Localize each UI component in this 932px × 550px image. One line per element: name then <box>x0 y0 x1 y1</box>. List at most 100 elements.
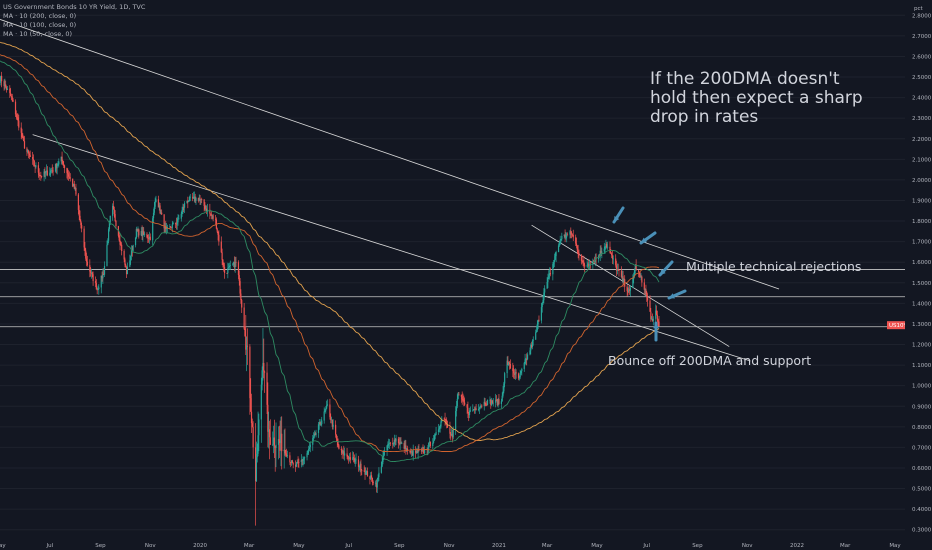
candle-body <box>243 307 245 329</box>
candle-body <box>237 262 240 276</box>
candle-body <box>382 456 384 462</box>
candle-body <box>463 399 465 403</box>
candle-body <box>452 429 454 438</box>
candle-body <box>268 429 270 432</box>
candle-body <box>433 440 435 443</box>
candle-body <box>618 270 620 271</box>
time-axis[interactable]: May Jul Sep Nov 2020 Mar May Jul Sep Nov 2021 Mar Ma… <box>0 543 901 549</box>
candle-body <box>132 245 134 251</box>
symbol-badge <box>887 321 905 330</box>
candle-body <box>92 274 94 282</box>
candle-body <box>525 358 527 360</box>
candle-body <box>113 209 115 215</box>
candle-body <box>223 266 226 273</box>
candle-body <box>163 214 165 229</box>
time-tick-label: 2022 <box>790 543 804 549</box>
candle-body <box>342 451 344 453</box>
candle-body <box>10 93 12 96</box>
candle-body <box>655 310 658 315</box>
candle-body <box>473 409 476 410</box>
time-tick-label: Nov <box>444 543 455 549</box>
candle-body <box>546 282 548 289</box>
candle-body <box>365 471 367 475</box>
candle-body <box>466 404 468 408</box>
candle-body <box>188 196 191 202</box>
candle-body <box>388 442 391 444</box>
candle-body <box>233 262 235 268</box>
candle-body <box>214 218 217 220</box>
candle-body <box>312 436 315 439</box>
candle-body <box>428 441 431 443</box>
candle-body <box>513 373 516 375</box>
price-tick-label: 1.7000 <box>912 240 932 246</box>
candle-body <box>158 205 160 208</box>
price-tick-label: 2.4000 <box>912 96 932 102</box>
candle-body <box>56 165 58 169</box>
candle-body <box>531 340 534 348</box>
ma200-line <box>0 41 660 442</box>
candle-body <box>552 264 554 275</box>
candle-body <box>375 482 378 488</box>
candle-body <box>530 344 532 351</box>
candle-body <box>513 371 515 374</box>
candle-body <box>212 215 214 219</box>
candle-body <box>120 244 122 246</box>
candle-body <box>444 418 446 420</box>
candle-body <box>321 420 323 425</box>
candle-body <box>458 394 460 396</box>
candle-body <box>575 243 578 247</box>
candle-body <box>386 445 388 451</box>
candle-body <box>477 408 480 411</box>
candle-body <box>169 226 171 228</box>
candle-body <box>417 450 419 454</box>
candle-body <box>629 289 631 291</box>
candle-body <box>303 457 306 459</box>
candle-body <box>432 442 434 447</box>
price-tick-label: 0.6000 <box>912 466 932 472</box>
candle-body <box>137 229 139 231</box>
candle-body <box>651 318 653 320</box>
candle-body <box>182 207 184 211</box>
candle-body <box>566 234 569 236</box>
candle-body <box>473 409 475 411</box>
candle-body <box>303 458 305 460</box>
candle-body <box>37 165 39 173</box>
candle-body <box>50 170 53 172</box>
time-tick-label: May <box>0 543 6 549</box>
candle-body <box>274 445 276 449</box>
candle-body <box>102 273 104 279</box>
candle-body <box>352 457 354 460</box>
candle-body <box>147 237 149 239</box>
candle-body <box>174 222 177 224</box>
candle-body <box>508 362 511 364</box>
candle-body <box>338 445 340 449</box>
candle-body <box>140 231 142 236</box>
candle-body <box>446 424 449 428</box>
candle-body <box>341 450 343 453</box>
candle-body <box>63 165 65 166</box>
price-tick-label: 2.5000 <box>912 75 932 81</box>
price-tick-label: 0.9000 <box>912 404 932 410</box>
candle-body <box>41 176 43 178</box>
candle-body <box>330 417 332 420</box>
candle-body <box>416 450 418 454</box>
candle-body <box>611 253 613 256</box>
candle-body <box>100 275 102 288</box>
candle-body <box>38 172 40 176</box>
candle-body <box>197 198 200 201</box>
candle-body <box>136 228 138 231</box>
candle-body <box>517 373 520 379</box>
candle-body <box>183 203 186 208</box>
candle-body <box>62 161 64 166</box>
candle-body <box>643 282 645 290</box>
candle-body <box>3 81 5 87</box>
candle-body <box>129 260 131 267</box>
candle-body <box>429 441 431 447</box>
candle-body <box>107 240 109 245</box>
candle-body <box>501 395 503 402</box>
candle-body <box>291 460 293 463</box>
candle-body <box>192 197 195 199</box>
time-tick-label: May <box>889 543 901 549</box>
candle-body <box>475 408 477 411</box>
